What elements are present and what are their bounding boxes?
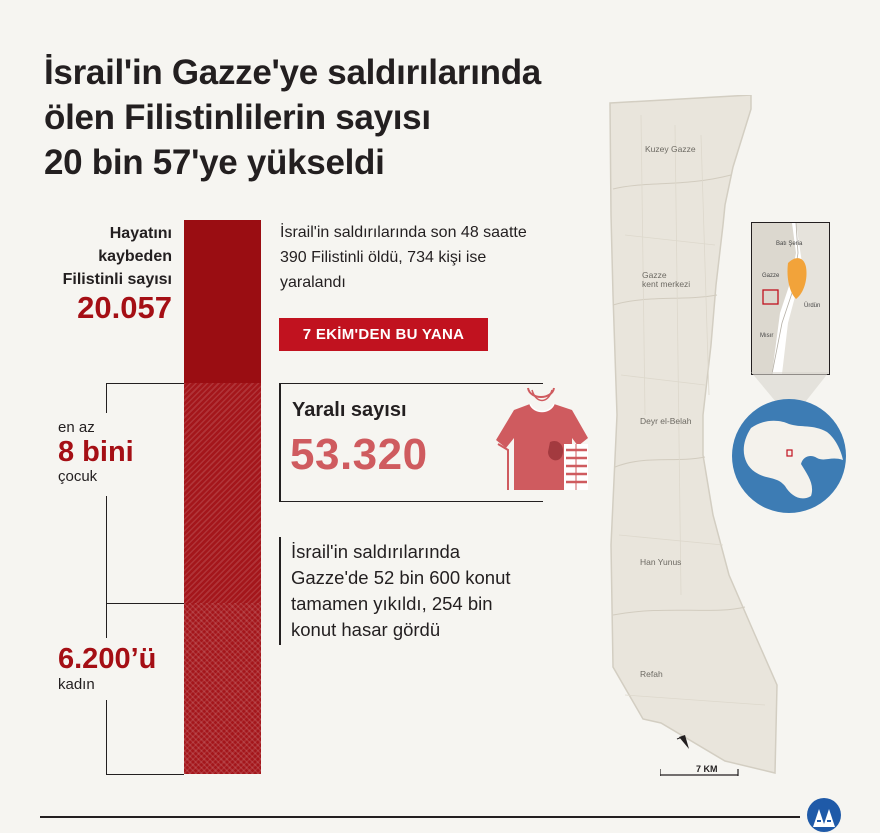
killed-label-line-3: Filistinli sayısı: [62, 271, 172, 288]
since-october-badge: 7 EKİM'DEN BU YANA: [279, 318, 488, 351]
region-inset-map: Batı Şeria Gazze Ürdün Mısır: [751, 222, 830, 375]
injured-label: Yaralı sayısı: [292, 399, 407, 421]
housing-note-line-3: tamamen yıkıldı, 254 bin: [291, 593, 493, 614]
children-bracket-bottom: [106, 603, 184, 604]
title-line-2: ölen Filistinlilerin sayısı: [44, 98, 431, 137]
inset-label-bati-seria: Batı Şeria: [776, 241, 803, 247]
children-bracket-vertical-bottom: [106, 496, 107, 603]
women-bracket-bottom: [106, 774, 184, 775]
recent-note-line-3: yaralandı: [280, 274, 346, 291]
children-suffix: çocuk: [58, 468, 98, 485]
bar-segment-other: [184, 220, 261, 383]
housing-note-line-4: konut hasar gördü: [291, 619, 441, 640]
women-suffix: kadın: [58, 676, 95, 693]
title-line-3: 20 bin 57'ye yükseldi: [44, 143, 385, 182]
housing-damage-note: İsrail'in saldırılarında Gazze'de 52 bin…: [291, 539, 511, 643]
children-prefix: en az: [58, 419, 95, 436]
inset-label-urdun: Ürdün: [804, 303, 821, 309]
killed-count: 20.057: [77, 290, 172, 325]
scale-label: 7 KM: [696, 764, 718, 774]
footer-rule: [40, 816, 800, 818]
anadolu-agency-logo: [807, 798, 841, 832]
title-line-1: İsrail'in Gazze'ye saldırılarında: [44, 53, 541, 92]
killed-label-line-2: kaybeden: [98, 248, 172, 265]
bar-segment-children: [184, 383, 261, 603]
injured-box: [279, 383, 543, 502]
children-stat: en az 8 bini çocuk: [58, 419, 134, 485]
page-title: İsrail'in Gazze'ye saldırılarında ölen F…: [44, 50, 604, 185]
children-count: 8 bini: [58, 436, 134, 468]
children-bracket-vertical-top: [106, 383, 107, 413]
injured-person-icon: [496, 387, 588, 490]
map-label-deyr-el-belah: Deyr el-Belah: [640, 416, 692, 426]
injured-count: 53.320: [290, 430, 428, 479]
inset-label-misir: Mısır: [760, 333, 774, 339]
map-label-gazze: Gazze: [642, 270, 667, 280]
women-bracket-vertical-bottom: [106, 700, 107, 774]
inset-label-gazze: Gazze: [762, 273, 780, 279]
map-label-kent-merkezi: kent merkezi: [642, 279, 691, 289]
recent-note-line-1: İsrail'in saldırılarında son 48 saatte: [280, 224, 527, 241]
women-bracket-vertical-top: [106, 603, 107, 638]
recent-casualties-note: İsrail'in saldırılarında son 48 saatte 3…: [280, 220, 527, 295]
inset-map-shapes: [752, 223, 829, 374]
housing-note-rule: [279, 537, 281, 645]
north-arrow-icon: [676, 735, 689, 749]
map-label-refah: Refah: [640, 669, 663, 679]
map-label-han-yunus: Han Yunus: [640, 557, 682, 567]
housing-note-line-1: İsrail'in saldırılarında: [291, 541, 461, 562]
killed-label: Hayatını kaybeden Filistinli sayısı: [63, 222, 172, 291]
inset-connector: [751, 372, 829, 420]
women-stat: 6.200’ü kadın: [58, 642, 156, 693]
recent-note-line-2: 390 Filistinli öldü, 734 kişi ise: [280, 249, 487, 266]
gaza-map: [609, 95, 778, 774]
women-count: 6.200’ü: [58, 643, 157, 675]
killed-label-line-1: Hayatını: [109, 225, 172, 242]
bar-segment-women: [184, 603, 261, 774]
children-bracket-top: [106, 383, 184, 384]
housing-note-line-2: Gazze'de 52 bin 600 konut: [291, 567, 511, 588]
scale-bar: [660, 769, 739, 776]
map-label-kuzey-gazze: Kuzey Gazze: [645, 144, 696, 154]
globe-icon: [732, 399, 846, 513]
